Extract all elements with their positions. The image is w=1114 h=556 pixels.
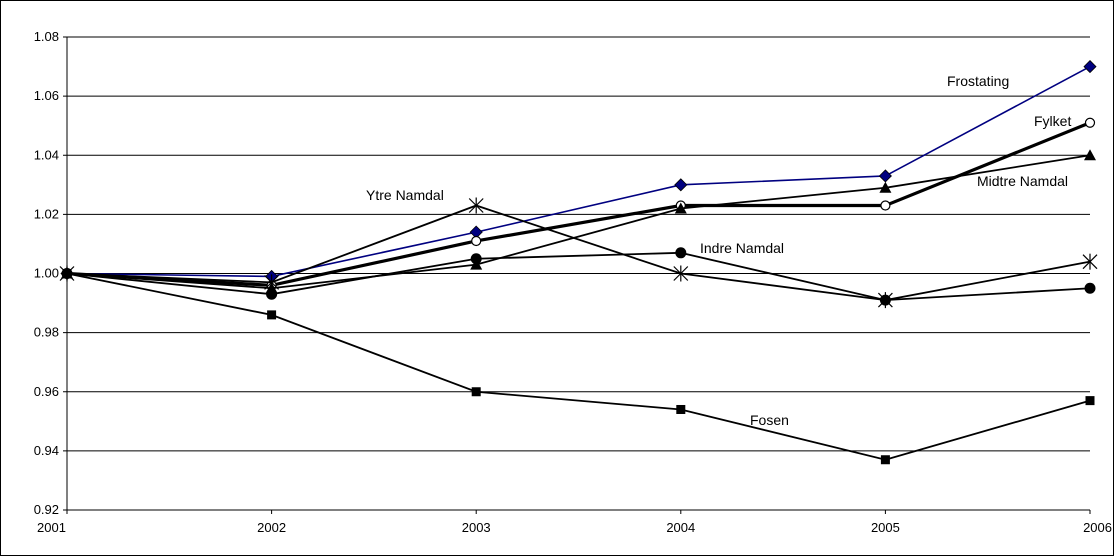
- data-point: [1084, 149, 1096, 161]
- y-tick-label: 1.02: [34, 206, 59, 221]
- x-tick-label: 2003: [462, 520, 491, 535]
- series-label: Ytre Namdal: [366, 187, 444, 203]
- x-tick-label: 2002: [257, 520, 286, 535]
- data-point: [878, 169, 892, 183]
- series-line: [66, 121, 1091, 287]
- data-point: [264, 274, 280, 291]
- series-line: [66, 154, 1091, 290]
- y-tick-label: 0.96: [34, 384, 59, 399]
- y-tick-label: 1.08: [34, 29, 59, 44]
- data-point: [880, 455, 890, 465]
- grid-lines: [67, 36, 1090, 511]
- series-group: [59, 59, 1098, 465]
- data-point: [468, 197, 484, 214]
- series-line: [66, 251, 1091, 302]
- series-line: [66, 65, 1091, 278]
- data-point: [1084, 117, 1096, 128]
- series-label: Fosen: [750, 412, 789, 428]
- y-tick-label: 1.06: [34, 88, 59, 103]
- data-point: [470, 253, 482, 265]
- data-point: [676, 404, 686, 414]
- data-point: [673, 265, 689, 282]
- series-frostating: [60, 59, 1097, 284]
- series-fylket: [61, 117, 1096, 291]
- data-point: [471, 235, 482, 247]
- data-point: [471, 387, 481, 397]
- y-tick-label: 1.00: [34, 266, 59, 281]
- data-point: [880, 200, 891, 211]
- y-tick-label: 0.98: [34, 325, 59, 340]
- series-label: Indre Namdal: [700, 240, 784, 256]
- data-point: [266, 288, 278, 300]
- y-tick-label: 1.04: [34, 147, 59, 162]
- series-label: Midtre Namdal: [977, 173, 1068, 189]
- data-point: [267, 310, 277, 320]
- data-point: [62, 269, 72, 278]
- data-point: [1082, 253, 1098, 270]
- data-point: [879, 181, 892, 193]
- series-fosen: [62, 269, 1095, 465]
- data-point: [1084, 282, 1096, 294]
- y-tick-label: 0.94: [34, 443, 59, 458]
- series-line: [66, 272, 1091, 461]
- series-labels: Frostating Fylket Midtre Namdal Ytre Namdal…: [366, 73, 1071, 428]
- x-tick-label: 2004: [666, 520, 695, 535]
- series-line: [66, 204, 1091, 302]
- x-tick-label: 2005: [871, 520, 900, 535]
- series-label: Fylket: [1034, 113, 1071, 129]
- x-tick-label: 2001: [37, 520, 66, 535]
- data-point: [674, 178, 688, 192]
- x-tick-label: 2006: [1083, 520, 1112, 535]
- y-tick-label: 0.92: [34, 502, 59, 517]
- data-point: [675, 247, 687, 259]
- series-midtre-namdal: [61, 149, 1096, 294]
- series-label: Frostating: [947, 73, 1009, 89]
- data-point: [1085, 396, 1095, 406]
- data-point: [674, 202, 687, 214]
- data-point: [879, 294, 891, 306]
- data-point: [1083, 59, 1097, 74]
